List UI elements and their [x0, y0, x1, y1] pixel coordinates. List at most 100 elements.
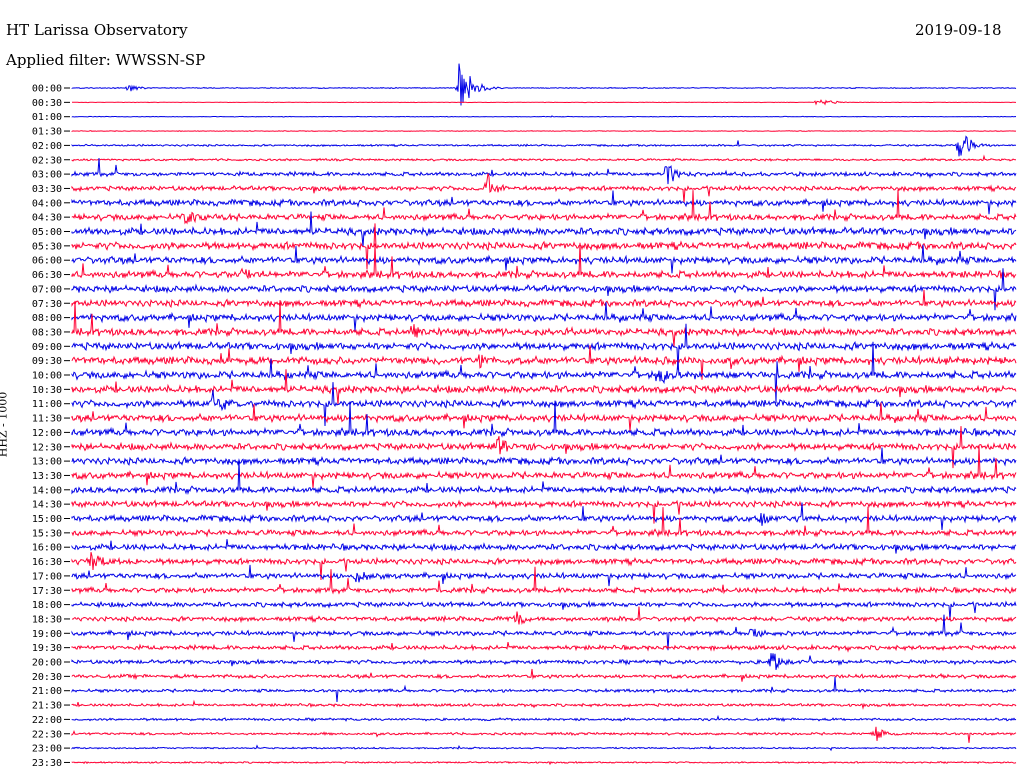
row-time-label: 09:30 — [32, 356, 62, 367]
seismic-trace — [71, 606, 1017, 625]
row-time-label: 09:00 — [32, 342, 62, 353]
row-time-label: 11:30 — [32, 414, 62, 425]
seismic-trace — [71, 726, 1017, 743]
seismic-trace — [71, 369, 1017, 405]
seismic-trace — [71, 154, 1017, 162]
seismic-trace — [71, 115, 1017, 118]
row-time-label: 23:30 — [32, 758, 62, 769]
row-time-label: 02:00 — [32, 141, 62, 152]
seismic-trace — [71, 498, 1017, 524]
seismic-trace — [71, 460, 1017, 495]
station-title: HT Larissa Observatory — [6, 21, 188, 39]
date-label: 2019-09-18 — [915, 21, 1002, 39]
seismic-trace — [71, 242, 1017, 281]
row-time-label: 21:30 — [32, 701, 62, 712]
row-time-label: 07:30 — [32, 299, 62, 310]
seismic-trace — [71, 400, 1017, 438]
row-time-label: 00:00 — [32, 84, 62, 95]
row-time-label: 15:00 — [32, 514, 62, 525]
seismic-trace — [71, 551, 1017, 581]
row-time-label: 22:00 — [32, 715, 62, 726]
row-time-label: 06:00 — [32, 256, 62, 267]
row-time-label: 05:30 — [32, 241, 62, 252]
row-time-label: 22:30 — [32, 729, 62, 740]
seismic-trace — [71, 63, 1017, 106]
row-time-label: 19:30 — [32, 643, 62, 654]
row-time-label: 14:00 — [32, 485, 62, 496]
seismic-trace — [71, 502, 1017, 530]
row-time-label: 10:30 — [32, 385, 62, 396]
row-time-label: 11:00 — [32, 399, 62, 410]
seismic-trace — [71, 600, 1017, 621]
seismic-trace — [71, 244, 1017, 274]
seismic-trace — [71, 668, 1017, 682]
seismic-trace — [71, 676, 1017, 703]
row-time-label: 06:30 — [32, 270, 62, 281]
seismic-trace — [71, 445, 1017, 489]
row-time-label: 05:00 — [32, 227, 62, 238]
row-time-label: 03:00 — [32, 170, 62, 181]
row-time-label: 07:00 — [32, 284, 62, 295]
seismic-trace — [71, 506, 1017, 538]
row-time-label: 17:30 — [32, 586, 62, 597]
seismic-trace — [71, 341, 1017, 404]
row-time-label: 19:00 — [32, 629, 62, 640]
seismic-trace — [71, 189, 1017, 225]
row-time-label: 15:30 — [32, 528, 62, 539]
row-time-label: 01:30 — [32, 127, 62, 138]
seismic-trace — [71, 566, 1017, 595]
seismic-trace — [71, 211, 1017, 248]
seismic-trace — [71, 323, 1017, 370]
seismic-trace — [71, 426, 1017, 469]
seismic-trace — [71, 614, 1017, 651]
row-time-label: 14:30 — [32, 500, 62, 511]
row-time-label: 21:00 — [32, 686, 62, 697]
row-time-label: 03:30 — [32, 184, 62, 195]
seismic-trace — [71, 289, 1017, 309]
row-time-label: 01:00 — [32, 112, 62, 123]
row-time-label: 13:30 — [32, 471, 62, 482]
seismic-trace — [71, 699, 1017, 710]
row-time-label: 04:30 — [32, 213, 62, 224]
seismic-trace — [71, 382, 1017, 427]
seismic-trace — [71, 714, 1017, 722]
seismic-trace — [71, 130, 1017, 133]
row-time-label: 18:00 — [32, 600, 62, 611]
seismic-trace — [71, 157, 1017, 185]
row-time-label: 20:30 — [32, 672, 62, 683]
row-time-label: 00:30 — [32, 98, 62, 109]
seismic-trace — [71, 539, 1017, 554]
seismic-trace — [71, 99, 1016, 106]
row-time-label: 20:00 — [32, 658, 62, 669]
time-label-group: 00:00 00:30 01:00 01:30 02:00 02:30 03:00 03:30… — [32, 84, 70, 769]
seismic-trace — [71, 300, 1017, 347]
row-time-label: 17:00 — [32, 571, 62, 582]
row-time-label: 12:30 — [32, 442, 62, 453]
row-time-label: 04:00 — [32, 198, 62, 209]
row-time-label: 08:30 — [32, 327, 62, 338]
seismic-trace — [71, 402, 1017, 432]
row-time-label: 10:00 — [32, 371, 62, 382]
seismic-trace — [71, 744, 1017, 752]
seismic-trace — [71, 301, 1017, 331]
seismic-trace — [71, 135, 1017, 157]
row-time-label: 13:00 — [32, 457, 62, 468]
trace-group — [71, 63, 1017, 766]
row-time-label: 12:00 — [32, 428, 62, 439]
seismic-trace — [71, 173, 1017, 204]
seismic-trace — [71, 653, 1017, 670]
seismic-trace — [71, 760, 1017, 766]
seismic-trace — [71, 641, 1017, 653]
seismic-trace — [71, 564, 1017, 587]
row-time-label: 16:00 — [32, 543, 62, 554]
row-time-label: 23:00 — [32, 744, 62, 755]
filter-label: Applied filter: WWSSN-SP — [6, 51, 206, 69]
row-time-label: 16:30 — [32, 557, 62, 568]
seismic-trace — [71, 190, 1017, 215]
seismic-trace — [71, 345, 1017, 380]
seismic-trace — [71, 447, 1017, 467]
row-time-label: 18:30 — [32, 614, 62, 625]
row-time-label: 08:00 — [32, 313, 62, 324]
row-time-label: 02:30 — [32, 155, 62, 166]
seismic-trace — [71, 268, 1017, 311]
